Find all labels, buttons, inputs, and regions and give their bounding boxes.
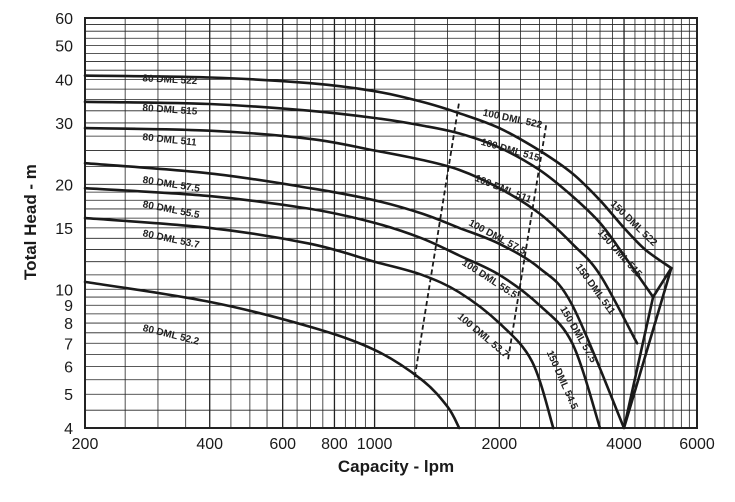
y-tick-label: 30 xyxy=(55,116,73,133)
series-curve xyxy=(83,161,626,430)
y-tick-label: 40 xyxy=(55,72,73,89)
x-tick-label: 2000 xyxy=(482,436,518,453)
series-curve xyxy=(83,74,673,270)
curve-label: 80 DML 53.7 xyxy=(142,228,201,251)
x-tick-label: 1000 xyxy=(357,436,393,453)
y-tick-label: 7 xyxy=(64,336,73,353)
y-tick-label: 6 xyxy=(64,360,73,377)
curve-label: 80 DML 52.2 xyxy=(142,323,201,348)
series-curve xyxy=(83,100,655,299)
y-tick-label: 60 xyxy=(55,11,73,28)
series-curve xyxy=(83,216,555,430)
y-tick-label: 4 xyxy=(64,421,73,438)
series-curve xyxy=(83,126,639,345)
y-tick-label: 15 xyxy=(55,221,73,238)
y-tick-label: 50 xyxy=(55,39,73,56)
x-tick-label: 600 xyxy=(269,436,296,453)
curve-label: 80 DML 522 xyxy=(142,73,198,87)
y-tick-label: 9 xyxy=(64,298,73,315)
x-tick-label: 200 xyxy=(72,436,99,453)
curve-label: 100 DML 53.7 xyxy=(455,311,511,360)
curve-label: 80 DML 515 xyxy=(142,103,198,118)
curve-label: 150 DML 511 xyxy=(573,262,617,317)
x-tick-label: 800 xyxy=(321,436,348,453)
curve-label: 100 DML 511 xyxy=(473,173,533,206)
curve-label: 150 DML 54.5 xyxy=(544,349,580,412)
x-tick-label: 400 xyxy=(196,436,223,453)
y-tick-label: 5 xyxy=(64,387,73,404)
curve-label: 100 DML 57.5 xyxy=(467,218,528,258)
series-curve xyxy=(83,186,602,430)
operating-envelope xyxy=(622,266,673,429)
curve-label: 150 DML 515 xyxy=(595,228,644,281)
y-tick-label: 20 xyxy=(55,177,73,194)
x-axis-title: Capacity - lpm xyxy=(338,457,454,476)
curve-label: 100 DML 55.5 xyxy=(460,258,519,302)
x-tick-label: 4000 xyxy=(606,436,642,453)
y-axis-title: Total Head - m xyxy=(21,164,40,280)
grid-layer xyxy=(84,17,698,429)
y-tick-label: 10 xyxy=(55,282,73,299)
series-curve xyxy=(83,280,461,430)
y-tick-label: 8 xyxy=(64,316,73,333)
dashed-limit-line xyxy=(413,101,461,378)
x-tick-label: 6000 xyxy=(679,436,715,453)
curve-label: 80 DML 511 xyxy=(142,132,198,149)
curve-label: 100 DML 522 xyxy=(482,108,544,131)
curve-layer xyxy=(83,74,673,430)
